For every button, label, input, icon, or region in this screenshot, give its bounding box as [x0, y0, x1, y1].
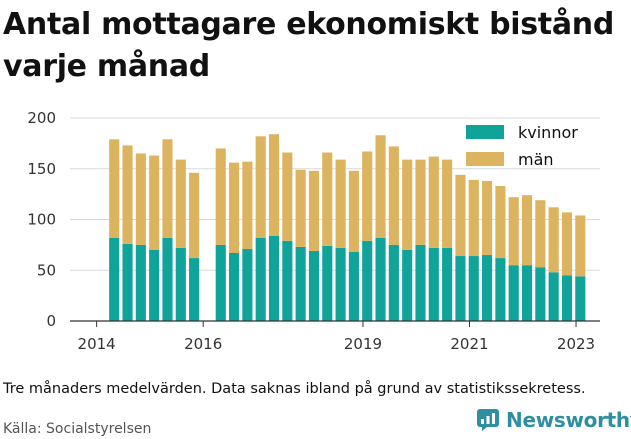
x-tick-label: 2023 [557, 335, 595, 353]
bar-kvinnor [135, 244, 146, 321]
bar-kvinnor [561, 275, 573, 321]
bar-kvinnor [468, 256, 479, 321]
legend-label: män [518, 150, 554, 169]
bar-kvinnor [322, 245, 333, 321]
bar-kvinnor [109, 237, 120, 321]
bar-kvinnor [455, 256, 466, 321]
y-tick-label: 200 [27, 109, 56, 127]
y-tick-label: 100 [27, 211, 56, 229]
x-tick-label: 2014 [78, 335, 116, 353]
bar-man [575, 215, 586, 277]
bar-kvinnor [215, 244, 226, 321]
x-tick-label: 2019 [344, 335, 382, 353]
bar-man [175, 159, 186, 248]
bar-kvinnor [122, 243, 133, 321]
newsworthy-logo-icon [477, 409, 499, 431]
bar-kvinnor [495, 258, 506, 321]
bar-man [268, 134, 280, 236]
bar-kvinnor [402, 249, 413, 321]
bar-man [455, 174, 466, 257]
legend-swatch [466, 125, 504, 139]
bar-man [322, 152, 333, 246]
bar-man [122, 145, 133, 244]
bar-kvinnor [308, 250, 320, 321]
bar-man [229, 162, 240, 253]
bar-man [428, 156, 439, 248]
bar-kvinnor [521, 265, 533, 321]
bar-man [255, 136, 266, 238]
bar-kvinnor [175, 247, 186, 321]
bar-man [242, 161, 253, 249]
chart-note: Tre månaders medelvärden. Data saknas ib… [3, 381, 586, 397]
bar-man [282, 152, 293, 241]
bar-man [521, 195, 533, 266]
y-tick-label: 50 [37, 261, 56, 279]
y-tick-label: 0 [46, 312, 56, 330]
bar-kvinnor [335, 247, 346, 321]
brand: Newsworthy [476, 408, 631, 432]
bar-man [402, 159, 413, 250]
y-tick-label: 150 [27, 160, 56, 178]
bar-man [375, 135, 386, 238]
bar-kvinnor [348, 251, 359, 321]
bar-kvinnor [282, 240, 293, 321]
bar-kvinnor [548, 272, 559, 321]
bar-man [348, 170, 359, 252]
bar-kvinnor [575, 276, 586, 321]
bar-man [308, 170, 320, 251]
chart: 0 50 100 150 200 2014 2016 2019 2021 2023 kvinnor m… [27, 109, 600, 353]
x-tick-label: 2021 [450, 335, 488, 353]
legend-label: kvinnor [518, 123, 578, 142]
bar-kvinnor [242, 248, 253, 321]
bar-man [162, 139, 173, 238]
bar-man [508, 197, 519, 266]
bar-man [388, 146, 399, 245]
bar-man [535, 200, 546, 268]
bar-kvinnor [442, 247, 453, 321]
bar-man [495, 186, 506, 259]
bar-kvinnor [149, 249, 160, 321]
bar-man [442, 159, 453, 248]
bar-kvinnor [268, 235, 280, 321]
bar-man [135, 153, 146, 245]
bar-man [415, 159, 426, 245]
bar-man [362, 151, 373, 241]
bar-kvinnor [388, 244, 399, 321]
bar-kvinnor [229, 252, 240, 321]
bar-man [295, 169, 306, 247]
legend-swatch [466, 152, 504, 166]
bar-kvinnor [428, 247, 439, 321]
bar-man [149, 155, 160, 250]
source-label: Källa: Socialstyrelsen [3, 421, 152, 437]
x-tick-label: 2016 [184, 335, 222, 353]
bar-man [561, 212, 573, 276]
bar-kvinnor [255, 237, 266, 321]
bar-kvinnor [362, 240, 373, 321]
bar-man [548, 207, 559, 273]
bar-man [468, 179, 479, 257]
bar-kvinnor [375, 237, 386, 321]
bar-man [482, 180, 493, 256]
bar-man [109, 139, 120, 238]
bar-kvinnor [535, 267, 546, 321]
bar-man [335, 159, 346, 248]
bar-kvinnor [189, 258, 200, 321]
bar-man [189, 172, 200, 259]
bar-kvinnor [295, 246, 306, 321]
bar-man [215, 148, 226, 245]
bar-kvinnor [508, 265, 519, 321]
bar-kvinnor [482, 255, 493, 321]
bar-kvinnor [415, 244, 426, 321]
chart-title: Antal mottagare ekonomiskt bistånd varje… [3, 7, 615, 84]
brand-name: Newsworthy [506, 408, 631, 432]
bar-kvinnor [162, 237, 173, 321]
